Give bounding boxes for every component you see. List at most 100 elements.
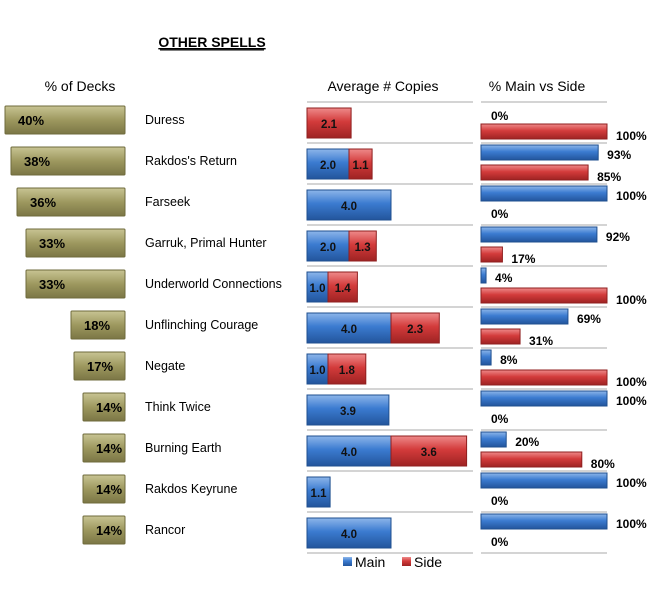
copies-main-bar bbox=[306, 189, 392, 221]
category-label: Think Twice bbox=[145, 400, 211, 414]
decks-label: 40% bbox=[18, 113, 44, 128]
copies-main-bar bbox=[306, 517, 392, 549]
legend: Main Side bbox=[343, 554, 442, 570]
decks-bar bbox=[4, 105, 126, 135]
copies-side-bar bbox=[390, 435, 468, 467]
category-label: Duress bbox=[145, 113, 185, 127]
decks-bar bbox=[73, 351, 126, 381]
main-pct-label: 100% bbox=[616, 476, 647, 490]
decks-label: 18% bbox=[84, 318, 110, 333]
category-label: Garruk, Primal Hunter bbox=[145, 236, 267, 250]
main-pct-bar bbox=[480, 267, 487, 284]
decks-label: 14% bbox=[96, 523, 122, 538]
decks-bar bbox=[25, 269, 126, 299]
main-pct-bar bbox=[480, 185, 608, 202]
decks-label: 14% bbox=[96, 441, 122, 456]
decks-bar bbox=[82, 474, 126, 504]
category-label: Negate bbox=[145, 359, 185, 373]
side-pct-label: 85% bbox=[597, 170, 621, 184]
side-pct-bar bbox=[480, 451, 583, 468]
main-pct-label: 100% bbox=[616, 517, 647, 531]
side-pct-label: 0% bbox=[491, 535, 509, 549]
copies-main-label: 1.0 bbox=[310, 283, 326, 295]
side-pct-bar bbox=[480, 328, 521, 345]
side-pct-label: 31% bbox=[529, 334, 553, 348]
main-pct-bar bbox=[480, 472, 608, 489]
main-pct-bar bbox=[480, 513, 608, 530]
copies-side-label: 3.6 bbox=[421, 447, 437, 459]
side-pct-bar bbox=[480, 164, 589, 181]
decks-label: 33% bbox=[39, 277, 65, 292]
side-pct-label: 0% bbox=[491, 412, 509, 426]
copies-main-label: 3.9 bbox=[340, 406, 356, 418]
legend-main-swatch bbox=[343, 557, 352, 566]
legend-side-label: Side bbox=[414, 554, 442, 570]
decks-label: 14% bbox=[96, 400, 122, 415]
category-label: Unflinching Courage bbox=[145, 318, 258, 332]
decks-label: 38% bbox=[24, 154, 50, 169]
side-pct-bar bbox=[480, 287, 608, 304]
side-pct-label: 100% bbox=[616, 293, 647, 307]
copies-main-bar bbox=[306, 394, 390, 426]
decks-bar bbox=[82, 515, 126, 545]
copies-main-label: 4.0 bbox=[341, 201, 357, 213]
main-pct-label: 0% bbox=[491, 109, 509, 123]
copies-side-bar bbox=[348, 230, 377, 262]
main-pct-bar bbox=[480, 431, 507, 448]
side-pct-label: 17% bbox=[511, 252, 535, 266]
main-pct-bar bbox=[480, 349, 492, 366]
main-pct-bar bbox=[480, 226, 598, 243]
main-pct-bar bbox=[480, 144, 599, 161]
copies-main-label: 4.0 bbox=[341, 447, 357, 459]
main-pct-label: 8% bbox=[500, 353, 518, 367]
decks-label: 14% bbox=[96, 482, 122, 497]
main-pct-bar bbox=[480, 390, 608, 407]
category-label: Rakdos Keyrune bbox=[145, 482, 237, 496]
copies-side-label: 1.8 bbox=[339, 365, 356, 377]
side-pct-label: 0% bbox=[491, 207, 509, 221]
side-pct-label: 100% bbox=[616, 129, 647, 143]
main-pct-bar bbox=[480, 308, 569, 325]
decks-label: 36% bbox=[30, 195, 56, 210]
copies-side-label: 1.3 bbox=[355, 242, 371, 254]
category-label: Farseek bbox=[145, 195, 191, 209]
decks-bar bbox=[70, 310, 126, 340]
side-pct-bar bbox=[480, 123, 608, 140]
copies-side-bar bbox=[390, 312, 440, 344]
copies-side-label: 1.1 bbox=[353, 160, 370, 172]
copies-side-bar bbox=[348, 148, 373, 180]
copies-main-label: 4.0 bbox=[341, 324, 357, 336]
copies-side-label: 1.4 bbox=[335, 283, 352, 295]
panel-title-copies: Average # Copies bbox=[327, 78, 438, 94]
main-pct-label: 93% bbox=[607, 148, 631, 162]
copies-side-bar bbox=[306, 107, 352, 139]
decks-bar bbox=[10, 146, 126, 176]
panel-title-decks: % of Decks bbox=[45, 78, 116, 94]
copies-side-bar bbox=[327, 271, 358, 303]
side-pct-label: 0% bbox=[491, 494, 509, 508]
category-label: Rakdos's Return bbox=[145, 154, 237, 168]
side-pct-label: 100% bbox=[616, 375, 647, 389]
copies-main-bar bbox=[306, 148, 350, 180]
side-pct-label: 80% bbox=[591, 457, 615, 471]
category-label: Burning Earth bbox=[145, 441, 221, 455]
main-pct-label: 100% bbox=[616, 394, 647, 408]
decks-label: 17% bbox=[87, 359, 113, 374]
copies-main-label: 1.1 bbox=[311, 488, 328, 500]
chart-title: OTHER SPELLS bbox=[158, 34, 265, 50]
side-pct-bar bbox=[480, 246, 503, 263]
main-pct-label: 69% bbox=[577, 312, 601, 326]
panel-title-main-side: % Main vs Side bbox=[489, 78, 586, 94]
copies-main-bar bbox=[306, 230, 350, 262]
side-pct-bar bbox=[480, 369, 608, 386]
copies-main-bar bbox=[306, 476, 331, 508]
copies-main-label: 1.0 bbox=[310, 365, 326, 377]
decks-bar bbox=[16, 187, 126, 217]
decks-bar bbox=[25, 228, 126, 258]
main-pct-label: 4% bbox=[495, 271, 513, 285]
main-pct-label: 92% bbox=[606, 230, 630, 244]
decks-bar bbox=[82, 433, 126, 463]
legend-main-label: Main bbox=[355, 554, 385, 570]
